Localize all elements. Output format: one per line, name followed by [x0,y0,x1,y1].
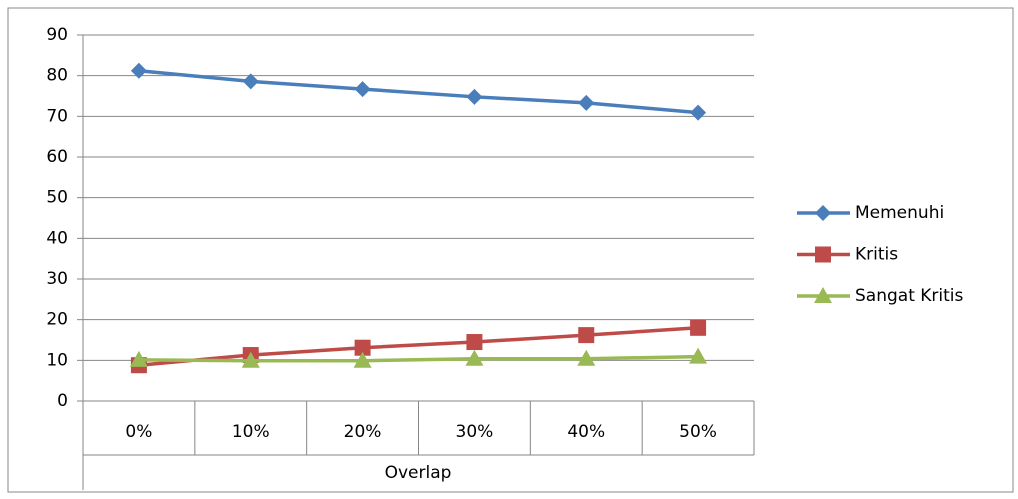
chart-frame [7,7,1014,493]
x-tick-label: 0% [125,422,152,442]
y-tick-label: 0 [57,391,68,411]
data-point [466,334,483,351]
data-point [130,62,147,79]
data-point [129,350,148,367]
data-point [578,94,595,111]
data-point [242,73,259,90]
x-axis-title: Overlap [385,463,452,483]
data-point [354,81,371,98]
y-tick-label: 70 [46,106,68,126]
y-tick-label: 50 [46,188,68,208]
legend-marker [814,287,832,303]
series-line [138,69,699,115]
data-point [354,339,371,356]
series-line [138,354,699,363]
legend-label: Memenuhi [855,203,944,223]
y-tick-label: 60 [46,147,68,167]
data-point [690,104,707,121]
x-tick-label: 40% [567,422,605,442]
x-tick-label: 50% [679,422,717,442]
y-tick-label: 10 [46,350,68,370]
y-tick-label: 80 [46,66,68,86]
data-point [689,347,708,364]
data-point [241,351,260,368]
data-point [466,88,483,105]
y-tick-label: 30 [46,269,68,289]
legend-label: Sangat Kritis [855,286,964,306]
data-point [465,349,484,366]
x-tick-label: 10% [232,422,270,442]
y-tick-label: 40 [46,228,68,248]
y-tick-label: 20 [46,310,68,330]
legend-label: Kritis [855,245,898,265]
x-tick-label: 20% [344,422,382,442]
series-line [138,326,699,367]
legend-marker [815,205,831,221]
data-point [690,319,707,336]
y-tick-label: 90 [46,25,68,45]
legend-marker [815,246,831,263]
x-tick-label: 30% [456,422,494,442]
data-point [577,349,596,366]
data-point [578,327,595,344]
data-point [353,351,372,368]
